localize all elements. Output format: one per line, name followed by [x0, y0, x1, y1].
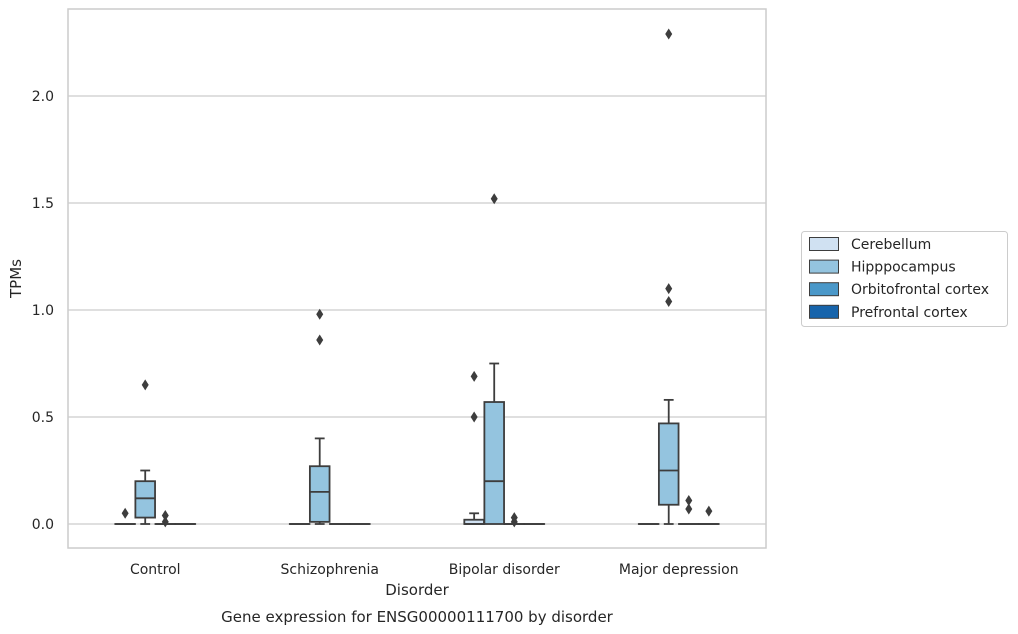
- boxes-layer: [114, 28, 720, 528]
- outlier-point: [665, 283, 673, 295]
- y-tick-label: 0.0: [32, 517, 54, 533]
- legend-label: Prefrontal cortex: [851, 305, 968, 321]
- box-body: [657, 422, 680, 506]
- legend: Cerebellum Hipppocampus Orbitofrontal cort…: [801, 231, 1008, 327]
- outlier-point: [705, 505, 713, 517]
- box-prefrontal-cortex-3: [698, 505, 720, 525]
- y-tick-label: 1.0: [32, 303, 54, 319]
- box-body: [308, 465, 331, 523]
- outlier-point: [316, 308, 324, 320]
- box-cerebellum-0: [114, 507, 136, 525]
- outlier-point: [161, 509, 169, 521]
- x-axis-title: Disorder: [385, 581, 449, 599]
- legend-swatch: [809, 237, 839, 251]
- outlier-point: [685, 494, 693, 506]
- plot-area: [68, 9, 766, 548]
- y-tick-label: 2.0: [32, 89, 54, 105]
- legend-swatch: [809, 259, 839, 274]
- y-tick-label: 1.5: [32, 196, 54, 212]
- box-body: [483, 401, 505, 525]
- outlier-point: [121, 507, 129, 519]
- box-body: [134, 480, 156, 519]
- box-hipppocampus-3: [657, 28, 680, 525]
- outlier-point: [685, 503, 693, 515]
- outlier-point: [470, 411, 478, 423]
- outlier-point: [510, 516, 518, 528]
- x-tick-label: Control: [130, 562, 181, 578]
- legend-label: Orbitofrontal cortex: [851, 282, 989, 298]
- outlier-point: [665, 295, 673, 307]
- outlier-point: [470, 370, 478, 382]
- box-cerebellum-2: [463, 370, 485, 525]
- outlier-point: [665, 28, 673, 40]
- legend-swatch: [809, 282, 839, 297]
- legend-label: Hipppocampus: [851, 260, 956, 276]
- x-tick-label: Schizophrenia: [281, 562, 379, 578]
- outlier-point: [490, 193, 498, 205]
- legend-label: Cerebellum: [851, 237, 931, 253]
- y-tick-labels: 0.0 0.5 1.0 1.5 2.0: [32, 89, 54, 533]
- legend-swatch: [809, 304, 839, 319]
- box-hipppocampus-1: [308, 308, 331, 525]
- box-hipppocampus-0: [134, 379, 156, 525]
- box-hipppocampus-2: [483, 193, 505, 525]
- y-axis-title: TPMs: [7, 259, 25, 299]
- x-tick-labels: Control Schizophrenia Bipolar disorder Majo…: [130, 562, 739, 578]
- plot-frame: [67, 8, 767, 549]
- x-tick-label: Major depression: [619, 562, 739, 578]
- outlier-point: [316, 334, 324, 346]
- x-tick-label: Bipolar disorder: [449, 562, 560, 578]
- outlier-point: [161, 516, 169, 528]
- chart-caption: Gene expression for ENSG00000111700 by d…: [221, 608, 614, 626]
- outlier-point: [141, 379, 149, 391]
- y-tick-label: 0.5: [32, 410, 54, 426]
- legend-frame: [801, 231, 1008, 327]
